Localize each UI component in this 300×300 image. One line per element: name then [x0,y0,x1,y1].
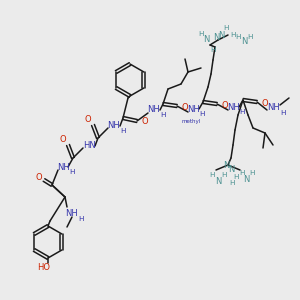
Text: O: O [60,136,66,145]
Text: H: H [249,170,255,176]
Text: O: O [142,118,148,127]
Text: H: H [199,111,205,117]
Text: N: N [213,34,219,43]
Text: H: H [239,109,245,115]
Text: H: H [69,169,75,175]
Text: O: O [182,103,188,112]
Text: H: H [221,172,227,178]
Text: H: H [78,216,84,222]
Text: H: H [247,34,253,40]
Text: HO: HO [38,263,50,272]
Text: O: O [262,98,268,107]
Text: H: H [280,110,286,116]
Text: methyl: methyl [182,118,201,124]
Text: H: H [235,34,241,40]
Text: H: H [160,112,166,118]
Text: H: H [229,180,235,186]
Text: N: N [223,161,229,170]
Text: N: N [228,166,234,175]
Text: NH: NH [187,104,200,113]
Text: NH: NH [268,103,281,112]
Text: N: N [218,31,224,40]
Text: N: N [241,38,247,46]
Text: HN: HN [82,142,95,151]
Text: NH: NH [66,209,78,218]
Text: N: N [203,35,209,44]
Text: H: H [198,31,204,37]
Text: NH: NH [148,106,160,115]
Text: NH: NH [57,163,69,172]
Text: H: H [209,172,215,178]
Text: O: O [36,172,42,182]
Text: NH: NH [226,103,239,112]
Text: H: H [120,128,126,134]
Text: N: N [215,176,221,185]
Text: H: H [230,32,236,38]
Text: H: H [233,174,239,180]
Text: H: H [210,47,216,53]
Text: O: O [222,100,228,109]
Text: N: N [243,175,249,184]
Text: H: H [223,25,229,31]
Text: O: O [85,116,91,124]
Text: NH: NH [108,122,120,130]
Text: H: H [239,170,245,176]
